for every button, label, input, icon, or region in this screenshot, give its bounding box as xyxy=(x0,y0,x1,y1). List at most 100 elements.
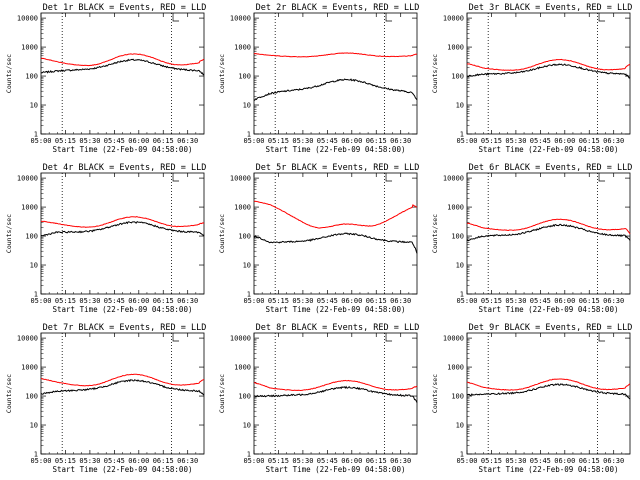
x-tick-label: 06:30 xyxy=(390,457,411,465)
panel-title: Det 6r BLACK = Events, RED = LLD xyxy=(469,163,633,173)
x-tick-label: 05:45 xyxy=(317,457,338,465)
x-tick-label: 05:15 xyxy=(481,137,502,145)
events-series-line xyxy=(466,383,631,400)
x-tick-label: 06:00 xyxy=(128,457,149,465)
panel-title: Det 3r BLACK = Events, RED = LLD xyxy=(469,3,633,13)
y-tick-label: 10 xyxy=(243,422,251,430)
lld-series-line xyxy=(40,216,205,228)
y-axis-label: Counts/sec xyxy=(5,214,13,253)
y-tick-label: 10000 xyxy=(443,175,464,183)
y-axis-label: Counts/sec xyxy=(431,374,439,413)
panel-2: Det 2r BLACK = Events, RED = LLD 05:00 05:… xyxy=(218,3,419,154)
y-tick-label: 10000 xyxy=(230,335,251,343)
events-series-line xyxy=(40,220,205,237)
plot-frame xyxy=(40,172,205,295)
plot-frame xyxy=(40,12,205,135)
panel-title: Det 4r BLACK = Events, RED = LLD xyxy=(43,163,207,173)
y-tick-label: 1 xyxy=(247,451,251,459)
y-tick-label: 10 xyxy=(30,262,38,270)
y-tick-label: 10 xyxy=(456,422,464,430)
y-tick-label: 1 xyxy=(34,451,38,459)
x-tick-label: 06:00 xyxy=(341,137,362,145)
x-tick-label: 06:00 xyxy=(554,137,575,145)
x-tick-label: 06:30 xyxy=(177,457,198,465)
x-tick-label: 06:15 xyxy=(579,137,600,145)
panel-title: Det 8r BLACK = Events, RED = LLD xyxy=(256,323,420,333)
x-axis-label: Start Time (22-Feb-09 04:58:00) xyxy=(266,145,406,154)
y-axis-label: Counts/sec xyxy=(218,214,226,253)
y-tick-label: 10 xyxy=(30,422,38,430)
x-tick-label: 06:15 xyxy=(153,137,174,145)
panel-title: Det 5r BLACK = Events, RED = LLD xyxy=(256,163,420,173)
x-axis-label: Start Time (22-Feb-09 04:58:00) xyxy=(53,145,193,154)
y-tick-label: 1000 xyxy=(21,44,38,52)
x-tick-label: 05:00 xyxy=(243,137,264,145)
y-tick-label: 10000 xyxy=(230,175,251,183)
x-tick-label: 06:15 xyxy=(153,297,174,305)
y-axis-label: Counts/sec xyxy=(218,374,226,413)
y-tick-label: 1000 xyxy=(234,364,251,372)
x-tick-label: 05:30 xyxy=(505,297,526,305)
y-tick-label: 1 xyxy=(34,131,38,139)
x-tick-label: 06:00 xyxy=(554,297,575,305)
panel-title: Det 7r BLACK = Events, RED = LLD xyxy=(43,323,207,333)
events-series-line xyxy=(253,78,418,101)
y-tick-label: 100 xyxy=(25,393,38,401)
y-tick-label: 1000 xyxy=(234,44,251,52)
x-tick-label: 05:00 xyxy=(30,457,51,465)
x-tick-label: 06:30 xyxy=(390,137,411,145)
x-tick-label: 06:00 xyxy=(554,457,575,465)
x-tick-label: 05:45 xyxy=(104,457,125,465)
events-series-line xyxy=(40,379,205,396)
x-tick-label: 06:15 xyxy=(366,137,387,145)
lld-series-line xyxy=(466,378,631,391)
events-series-line xyxy=(466,63,631,79)
y-axis-label: Counts/sec xyxy=(431,54,439,93)
y-tick-label: 100 xyxy=(238,73,251,81)
x-tick-label: 05:00 xyxy=(243,297,264,305)
y-tick-label: 100 xyxy=(25,233,38,241)
panel-title: Det 9r BLACK = Events, RED = LLD xyxy=(469,323,633,333)
y-axis-label: Counts/sec xyxy=(5,54,13,93)
flag-marker xyxy=(385,173,393,182)
x-tick-label: 05:30 xyxy=(292,137,313,145)
y-tick-label: 100 xyxy=(25,73,38,81)
plot-frame xyxy=(253,12,418,135)
panel-1: Det 1r BLACK = Events, RED = LLD 05:00 05:… xyxy=(5,3,206,154)
flag-marker xyxy=(598,173,606,182)
y-tick-label: 1000 xyxy=(447,44,464,52)
y-tick-label: 1000 xyxy=(447,204,464,212)
y-tick-label: 10000 xyxy=(230,15,251,23)
y-axis-label: Counts/sec xyxy=(431,214,439,253)
y-tick-label: 10 xyxy=(30,102,38,110)
y-tick-label: 100 xyxy=(451,73,464,81)
y-tick-label: 1000 xyxy=(21,204,38,212)
x-axis-label: Start Time (22-Feb-09 04:58:00) xyxy=(479,305,619,314)
flag-marker xyxy=(172,333,180,342)
flag-marker xyxy=(172,173,180,182)
x-axis-label: Start Time (22-Feb-09 04:58:00) xyxy=(266,305,406,314)
x-tick-label: 05:15 xyxy=(55,137,76,145)
x-tick-label: 05:45 xyxy=(530,297,551,305)
x-tick-label: 05:00 xyxy=(30,297,51,305)
y-tick-label: 10000 xyxy=(17,175,38,183)
y-tick-label: 100 xyxy=(238,233,251,241)
x-tick-label: 06:15 xyxy=(366,457,387,465)
y-tick-label: 1000 xyxy=(234,204,251,212)
x-tick-label: 05:30 xyxy=(505,457,526,465)
panel-5: Det 5r BLACK = Events, RED = LLD 05:00 05:… xyxy=(218,163,419,314)
x-tick-label: 05:30 xyxy=(292,297,313,305)
lld-series-line xyxy=(466,58,631,71)
x-tick-label: 05:30 xyxy=(79,137,100,145)
y-tick-label: 100 xyxy=(451,393,464,401)
x-tick-label: 05:45 xyxy=(317,137,338,145)
y-tick-label: 10 xyxy=(243,262,251,270)
x-tick-label: 06:00 xyxy=(128,137,149,145)
x-tick-label: 06:15 xyxy=(579,297,600,305)
panel-3: Det 3r BLACK = Events, RED = LLD 05:00 05:… xyxy=(431,3,632,154)
lld-series-line xyxy=(253,200,418,229)
panel-9: Det 9r BLACK = Events, RED = LLD 05:00 05:… xyxy=(431,323,632,474)
x-axis-label: Start Time (22-Feb-09 04:58:00) xyxy=(53,465,193,474)
y-tick-label: 1 xyxy=(34,291,38,299)
